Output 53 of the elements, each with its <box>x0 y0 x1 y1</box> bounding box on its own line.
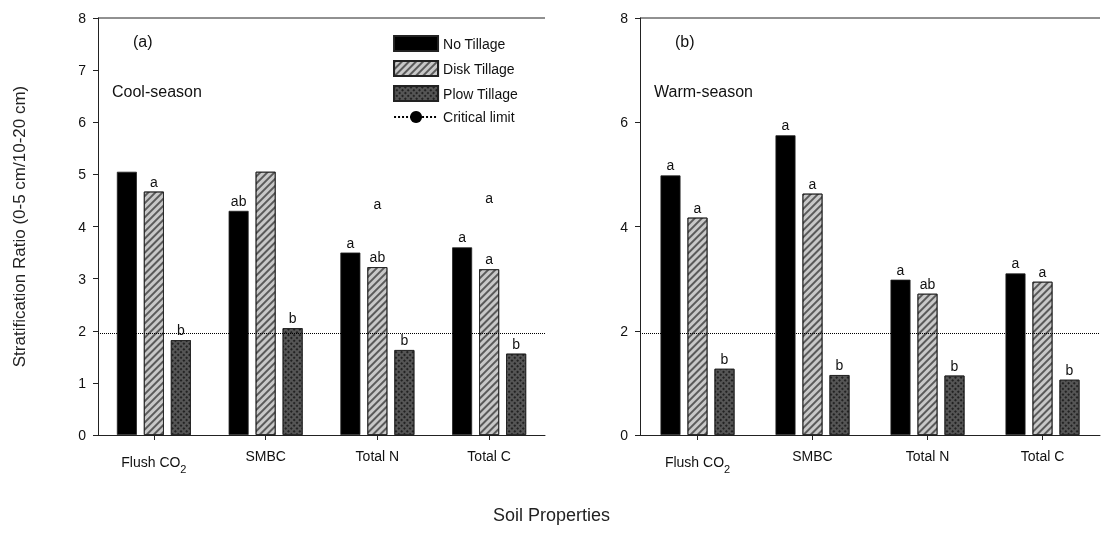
data-label: a <box>808 175 817 192</box>
y-tick-label: 8 <box>78 10 87 26</box>
data-label: a <box>1011 255 1020 272</box>
legend-label: Disk Tillage <box>443 60 515 77</box>
x-tick-label: Total C <box>467 448 511 464</box>
y-tick-label: 4 <box>620 218 629 235</box>
text: (a) <box>133 32 153 50</box>
y-tick-label: 8 <box>620 10 629 26</box>
data-label: b <box>512 335 521 352</box>
data-label: b <box>1065 361 1074 378</box>
data-label: b <box>288 310 297 327</box>
legend-label: No Tillage <box>443 35 506 52</box>
data-label: b <box>720 350 729 367</box>
data-label: ab <box>230 192 247 209</box>
y-tick-label: 5 <box>78 166 87 183</box>
legend-label: Critical limit <box>443 109 515 125</box>
x-tick-label: SMBC <box>245 448 286 464</box>
data-label: ab <box>369 249 386 266</box>
y-tick-label: 0 <box>620 427 629 443</box>
y-tick-label: 6 <box>78 114 87 131</box>
x-tick-label: SMBC <box>792 448 833 464</box>
text: (b) <box>675 32 695 50</box>
text: Cool-season <box>112 82 202 100</box>
data-label: b <box>835 357 844 374</box>
y-tick-label: 2 <box>620 322 629 339</box>
annotation: a <box>485 190 494 207</box>
x-tick-label: Total N <box>355 448 400 464</box>
annotation: a <box>373 195 382 212</box>
y-tick-label: 1 <box>78 374 87 391</box>
data-label: a <box>346 234 355 251</box>
y-tick-label: 7 <box>78 62 87 79</box>
data-label: a <box>896 261 905 278</box>
data-label: ab <box>919 275 936 292</box>
x-axis-title: Soil Properties <box>491 505 612 526</box>
data-label: a <box>149 173 158 190</box>
x-tick-label: Total C <box>1020 448 1065 464</box>
y-tick-label: 2 <box>78 322 87 339</box>
y-tick-label: 0 <box>78 427 87 443</box>
legend-label: Plow Tillage <box>443 85 518 102</box>
y-tick-label: 4 <box>78 218 87 235</box>
data-label: a <box>485 251 494 268</box>
y-axis-title: Stratification Ratio (0-5 cm/10-20 cm) <box>10 85 29 368</box>
text: Warm-season <box>654 82 753 100</box>
data-label: a <box>1038 263 1047 280</box>
data-label: a <box>666 157 675 174</box>
data-label: b <box>400 332 409 349</box>
data-label: a <box>781 117 790 134</box>
x-tick-label: Total N <box>905 448 950 464</box>
y-tick-label: 6 <box>620 114 629 131</box>
data-label: b <box>950 357 959 374</box>
data-label: a <box>693 199 702 216</box>
data-label: a <box>458 229 467 246</box>
y-tick-label: 3 <box>78 270 87 287</box>
